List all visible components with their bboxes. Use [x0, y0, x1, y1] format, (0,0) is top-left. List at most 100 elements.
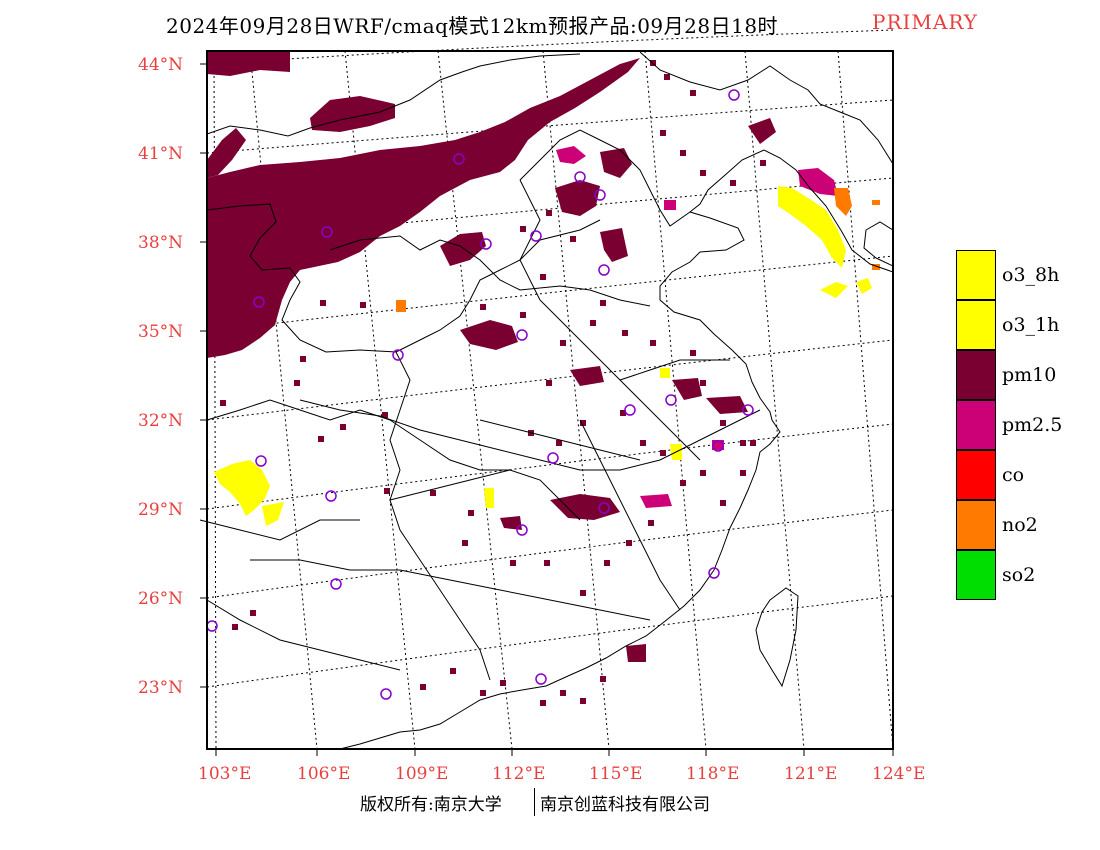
- legend-swatch-pm25: [956, 400, 996, 450]
- pm10-cell: [626, 540, 632, 546]
- pm10-cell: [546, 210, 552, 216]
- province-f: [479, 419, 641, 461]
- pm10-cell: [740, 470, 746, 476]
- o3-region-sichuan: [214, 460, 270, 516]
- meridian-115: [542, 50, 610, 750]
- pm10-cell: [318, 436, 324, 442]
- lat-label-38: 38°N: [138, 233, 184, 253]
- province-c: [389, 351, 491, 681]
- no2-regions: [396, 188, 880, 312]
- parallel-32: [206, 339, 894, 421]
- legend-swatch-co: [956, 450, 996, 500]
- pm10-cell: [220, 400, 226, 406]
- pm10-cell: [750, 440, 756, 446]
- pm10-cell: [560, 340, 566, 346]
- pm10-cell: [700, 380, 706, 386]
- o3-region-korea-east: [856, 278, 872, 294]
- station-marker: [516, 329, 528, 341]
- station-marker: [598, 264, 610, 276]
- station-marker: [530, 230, 542, 242]
- pm10-cell: [690, 350, 696, 356]
- lat-label-32: 32°N: [138, 411, 184, 431]
- legend-swatch-no2: [956, 500, 996, 550]
- pm10-cell: [300, 356, 306, 362]
- no2-region-small-b: [396, 300, 406, 312]
- pm10-cell: [340, 424, 346, 430]
- pm10-region-anhui: [570, 366, 604, 386]
- pm10-cell: [720, 420, 726, 426]
- map-title: 2024年09月28日WRF/cmaq模式12km预报产品:09月28日18时: [166, 14, 779, 38]
- station-marker: [325, 490, 337, 502]
- station-marker: [665, 394, 677, 406]
- map-frame-bg: [207, 51, 893, 749]
- pm10-cell: [500, 680, 506, 686]
- meridian-124: [837, 50, 894, 750]
- no2-region-small-a: [872, 200, 880, 205]
- parallel-35: [206, 255, 894, 332]
- station-marker: [574, 171, 586, 183]
- station-markers: [206, 89, 754, 700]
- legend-label-o3-1h: o3_1h: [1002, 314, 1060, 336]
- province-e: [206, 399, 391, 421]
- pm10-region-guangdong: [626, 644, 646, 662]
- border-inner-c: [199, 519, 360, 541]
- pm10-cell: [580, 698, 586, 704]
- station-marker: [594, 189, 606, 201]
- pm10-region-beijing: [600, 148, 632, 178]
- pm10-regions: [207, 52, 776, 662]
- station-marker: [516, 524, 528, 536]
- pm10-cell: [462, 540, 468, 546]
- pm10-region-shanghai: [706, 396, 748, 414]
- pm25-region-small: [664, 200, 676, 210]
- legend-swatch-pm10: [956, 350, 996, 400]
- pm25-region-beijing: [556, 146, 586, 164]
- province-a: [206, 203, 397, 353]
- lon-label-106: 106°E: [297, 764, 351, 784]
- pm10-cell: [622, 330, 628, 336]
- station-marker: [624, 404, 636, 416]
- pm10-cell: [590, 320, 596, 326]
- o3-region-hunan: [484, 488, 494, 508]
- pm10-cell: [430, 490, 436, 496]
- pm25-region-jiangxi: [640, 494, 672, 508]
- pm10-cell: [650, 340, 656, 346]
- lat-label-44: 44°N: [138, 55, 184, 75]
- station-marker: [392, 349, 404, 361]
- legend-label-so2: so2: [1002, 564, 1036, 586]
- lon-label-109: 109°E: [395, 764, 449, 784]
- pm10-cell: [664, 74, 670, 80]
- station-marker: [255, 455, 267, 467]
- parallel-38: [206, 177, 894, 243]
- station-marker: [712, 440, 724, 452]
- station-marker: [380, 688, 392, 700]
- pm10-cell: [232, 624, 238, 630]
- pm25-regions: [556, 146, 838, 508]
- meridian-121: [744, 50, 805, 750]
- pm10-cell: [382, 412, 388, 418]
- pm10-region-henan: [460, 320, 518, 350]
- pm10-cell: [700, 470, 706, 476]
- pm10-cell: [620, 410, 626, 416]
- pm10-region-top-left: [207, 52, 290, 76]
- footer-separator: [534, 788, 535, 816]
- lon-label-121: 121°E: [784, 764, 838, 784]
- legend-label-pm10: pm10: [1002, 364, 1057, 386]
- pm10-cell: [600, 676, 606, 682]
- pm10-cell: [680, 150, 686, 156]
- pm10-cell: [700, 170, 706, 176]
- legend-swatch-o3-1h: [956, 300, 996, 350]
- pm10-cell: [560, 690, 566, 696]
- pm10-cell: [520, 226, 526, 232]
- legend-label-o3-8h: o3_8h: [1002, 264, 1060, 286]
- taiwan: [755, 587, 799, 688]
- lon-label-115: 115°E: [589, 764, 643, 784]
- o3-region-korea-coast: [820, 282, 848, 298]
- pm10-cell: [640, 440, 646, 446]
- pm10-cell: [580, 420, 586, 426]
- pm10-cell: [570, 236, 576, 242]
- pm10-cell: [660, 130, 666, 136]
- station-marker: [708, 567, 720, 579]
- o3-region-jiangsu: [660, 368, 670, 378]
- lat-label-29: 29°N: [138, 500, 184, 520]
